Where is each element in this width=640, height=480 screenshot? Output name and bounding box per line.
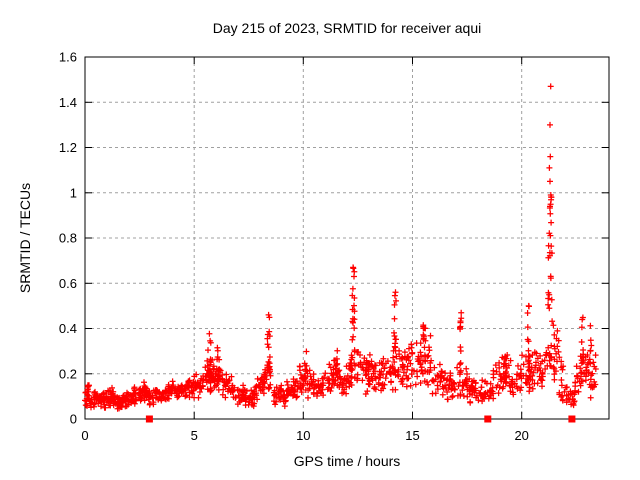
x-tick-label: 5	[191, 428, 198, 443]
x-tick-label: 15	[405, 428, 419, 443]
scatter-plus-markers	[82, 83, 599, 412]
y-tick-label: 1.2	[59, 140, 77, 155]
y-tick-label: 0	[70, 412, 77, 427]
axis-square-marker	[484, 415, 492, 423]
chart-title: Day 215 of 2023, SRMTID for receiver aqu…	[212, 20, 482, 36]
axis-square-marker	[145, 415, 153, 423]
x-axis-label: GPS time / hours	[293, 453, 401, 469]
axis-square-marker	[568, 415, 576, 423]
y-tick-label: 1.4	[59, 95, 77, 110]
x-tick-label: 10	[296, 428, 310, 443]
y-tick-label: 0.8	[59, 231, 77, 246]
y-tick-label: 1	[70, 185, 77, 200]
x-tick-label: 20	[514, 428, 528, 443]
y-tick-label: 1.6	[59, 50, 77, 65]
y-tick-label: 0.6	[59, 276, 77, 291]
y-tick-label: 0.2	[59, 366, 77, 381]
x-tick-label: 0	[81, 428, 88, 443]
y-tick-label: 0.4	[59, 321, 77, 336]
